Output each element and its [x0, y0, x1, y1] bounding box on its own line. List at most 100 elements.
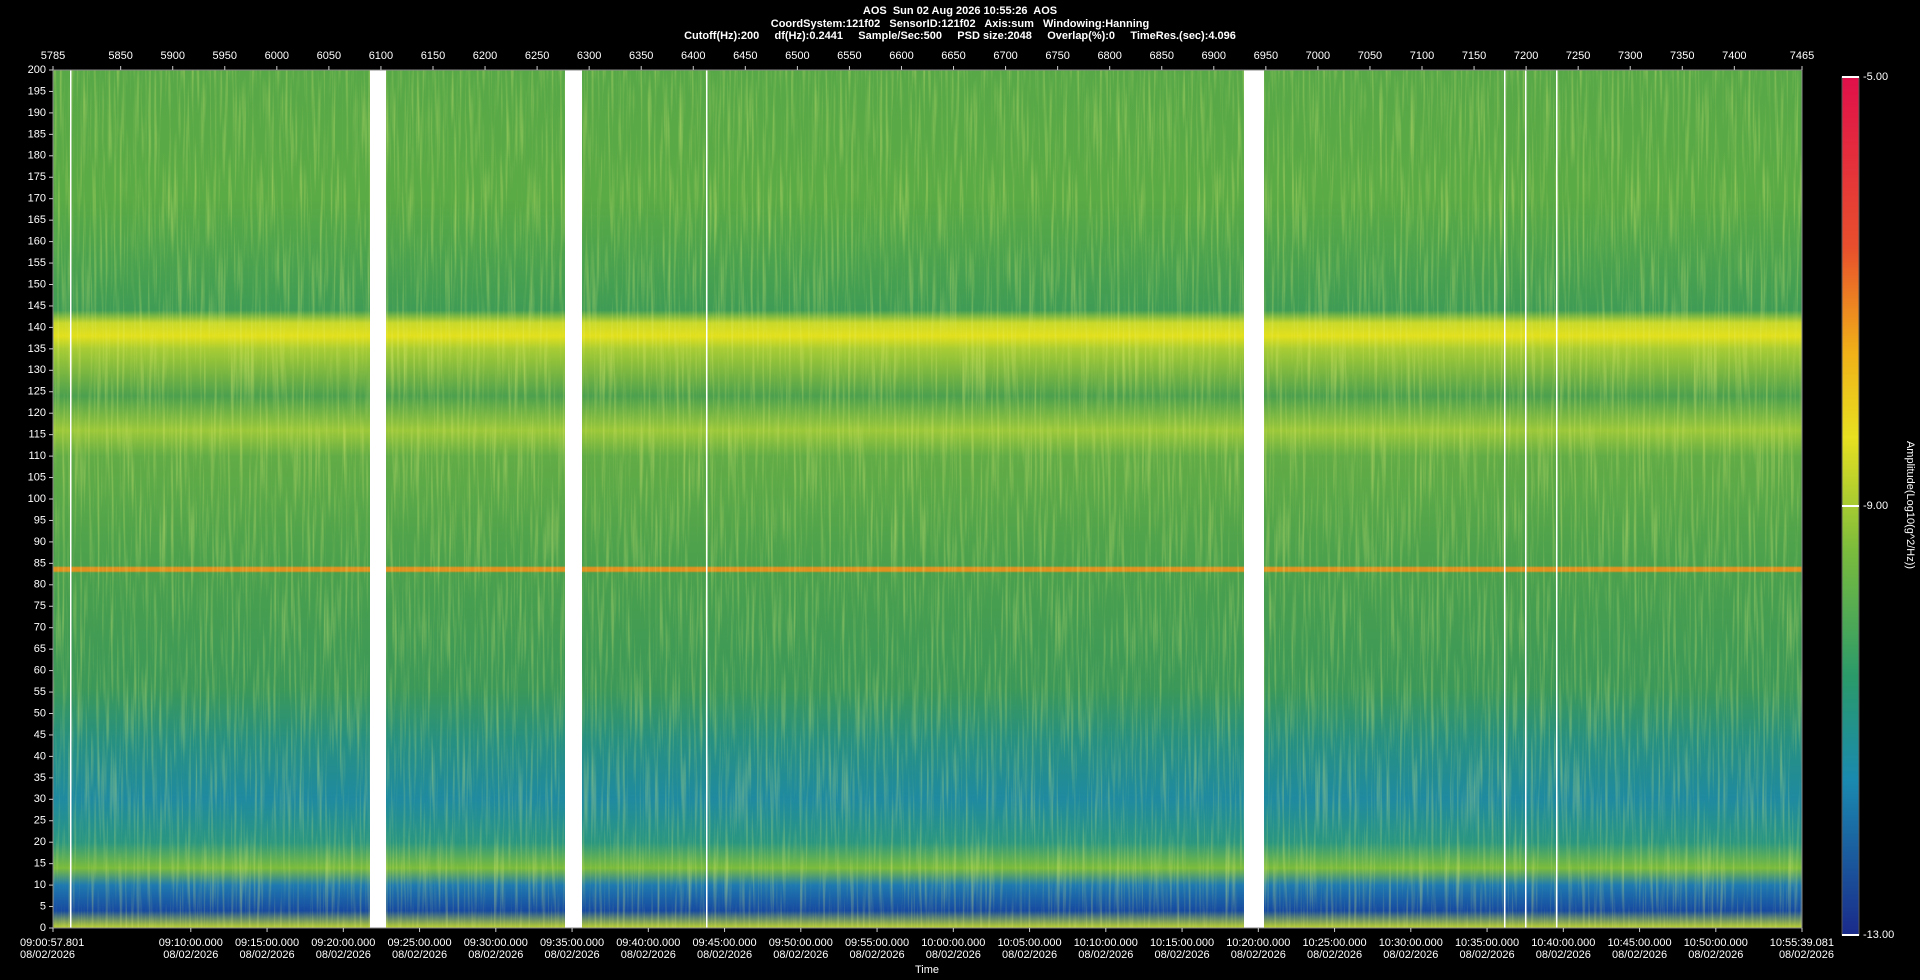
y-tick-label: 0 [40, 922, 46, 934]
x-tick-label: 6150 [421, 50, 445, 62]
x-tick-label: 6650 [941, 50, 965, 62]
y-tick-label: 190 [28, 107, 46, 119]
y-tick-label: 145 [28, 300, 46, 312]
x2-tick-label: 09:00:57.801 [20, 937, 84, 949]
x-tick-label: 6050 [317, 50, 341, 62]
gap [70, 70, 72, 928]
x2-tick-date: 08/02/2026 [1536, 949, 1591, 961]
x-tick-label: 6200 [473, 50, 497, 62]
y-tick-label: 55 [34, 686, 46, 698]
x2-tick-label: 09:50:00.000 [769, 937, 833, 949]
x-tick-label: 5785 [41, 50, 65, 62]
gap [1556, 70, 1558, 928]
x-tick-label: 7400 [1722, 50, 1746, 62]
x-tick-label: 6750 [1045, 50, 1069, 62]
x2-tick-label: 10:30:00.000 [1379, 937, 1443, 949]
x-axis-label: Time [915, 964, 939, 976]
x2-tick-date: 08/02/2026 [1002, 949, 1057, 961]
x2-tick-label: 10:40:00.000 [1531, 937, 1595, 949]
x-tick-label: 6700 [993, 50, 1017, 62]
x-tick-label: 6000 [265, 50, 289, 62]
gap [565, 70, 582, 928]
y-tick-label: 20 [34, 836, 46, 848]
x2-tick-date: 08/02/2026 [1231, 949, 1286, 961]
x-tick-label: 7350 [1670, 50, 1694, 62]
x2-tick-date: 08/02/2026 [545, 949, 600, 961]
x2-tick-date: 08/02/2026 [1688, 949, 1743, 961]
x2-tick-label: 09:55:00.000 [845, 937, 909, 949]
x2-tick-date: 08/02/2026 [468, 949, 523, 961]
x-tick-label: 6400 [681, 50, 705, 62]
x2-tick-date: 08/02/2026 [621, 949, 676, 961]
x2-tick-date: 08/02/2026 [392, 949, 447, 961]
x2-tick-label: 10:05:00.000 [997, 937, 1061, 949]
y-tick-label: 155 [28, 257, 46, 269]
x2-tick-date: 08/02/2026 [1307, 949, 1362, 961]
y-tick-label: 85 [34, 557, 46, 569]
x-tick-label: 6850 [1149, 50, 1173, 62]
x2-tick-date: 08/02/2026 [1460, 949, 1515, 961]
x-tick-label: 6950 [1254, 50, 1278, 62]
colorbar-tick-label: -13.00 [1863, 929, 1894, 941]
y-tick-label: 150 [28, 278, 46, 290]
y-tick-label: 30 [34, 793, 46, 805]
x-tick-label: 7465 [1790, 50, 1814, 62]
x2-tick-label: 10:35:00.000 [1455, 937, 1519, 949]
y-tick-label: 40 [34, 750, 46, 762]
y-tick-label: 35 [34, 772, 46, 784]
y-tick-label: 80 [34, 579, 46, 591]
x2-tick-label: 09:10:00.000 [159, 937, 223, 949]
x2-tick-date: 08/02/2026 [1155, 949, 1210, 961]
y-tick-label: 160 [28, 236, 46, 248]
x-tick-label: 6600 [889, 50, 913, 62]
gap [706, 70, 708, 928]
y-tick-label: 10 [34, 879, 46, 891]
gap [1504, 70, 1506, 928]
y-tick-label: 135 [28, 343, 46, 355]
x2-tick-date: 08/02/2026 [1078, 949, 1133, 961]
x2-tick-label: 09:35:00.000 [540, 937, 604, 949]
x-tick-label: 6350 [629, 50, 653, 62]
x-tick-label: 6300 [577, 50, 601, 62]
x2-tick-label: 10:25:00.000 [1302, 937, 1366, 949]
x2-tick-date: 08/02/2026 [20, 949, 75, 961]
x2-tick-label: 09:40:00.000 [616, 937, 680, 949]
x-tick-label: 6900 [1202, 50, 1226, 62]
x2-tick-date: 08/02/2026 [240, 949, 295, 961]
x-tick-label: 6500 [785, 50, 809, 62]
y-tick-label: 140 [28, 321, 46, 333]
gap [370, 70, 386, 928]
y-tick-label: 105 [28, 471, 46, 483]
gap [1525, 70, 1527, 928]
y-tick-label: 25 [34, 815, 46, 827]
x-tick-label: 7000 [1306, 50, 1330, 62]
x2-tick-label: 10:15:00.000 [1150, 937, 1214, 949]
colorbar-tick-label: -5.00 [1863, 71, 1888, 83]
x2-tick-label: 10:10:00.000 [1074, 937, 1138, 949]
x-tick-label: 7300 [1618, 50, 1642, 62]
x2-tick-date: 08/02/2026 [1779, 949, 1834, 961]
y-tick-label: 95 [34, 514, 46, 526]
y-tick-label: 180 [28, 150, 46, 162]
colorbar-tick-label: -9.00 [1863, 500, 1888, 512]
x2-tick-date: 08/02/2026 [316, 949, 371, 961]
x2-tick-date: 08/02/2026 [926, 949, 981, 961]
x-tick-label: 6450 [733, 50, 757, 62]
y-tick-label: 170 [28, 193, 46, 205]
chart-subtitle: CoordSystem:121f02 SensorID:121f02 Axis:… [771, 18, 1149, 30]
x-tick-label: 7050 [1358, 50, 1382, 62]
x-tick-label: 5850 [108, 50, 132, 62]
y-tick-label: 15 [34, 858, 46, 870]
x-tick-label: 7200 [1514, 50, 1538, 62]
y-tick-label: 75 [34, 600, 46, 612]
x-tick-label: 5900 [160, 50, 184, 62]
y-tick-label: 115 [28, 429, 46, 441]
data-gaps [70, 70, 1558, 928]
y-tick-label: 185 [28, 128, 46, 140]
x2-tick-date: 08/02/2026 [1612, 949, 1667, 961]
y-tick-label: 175 [28, 171, 46, 183]
x2-tick-date: 08/02/2026 [697, 949, 752, 961]
y-tick-label: 165 [28, 214, 46, 226]
chart-title: AOS Sun 02 Aug 2026 10:55:26 AOS [863, 5, 1057, 17]
